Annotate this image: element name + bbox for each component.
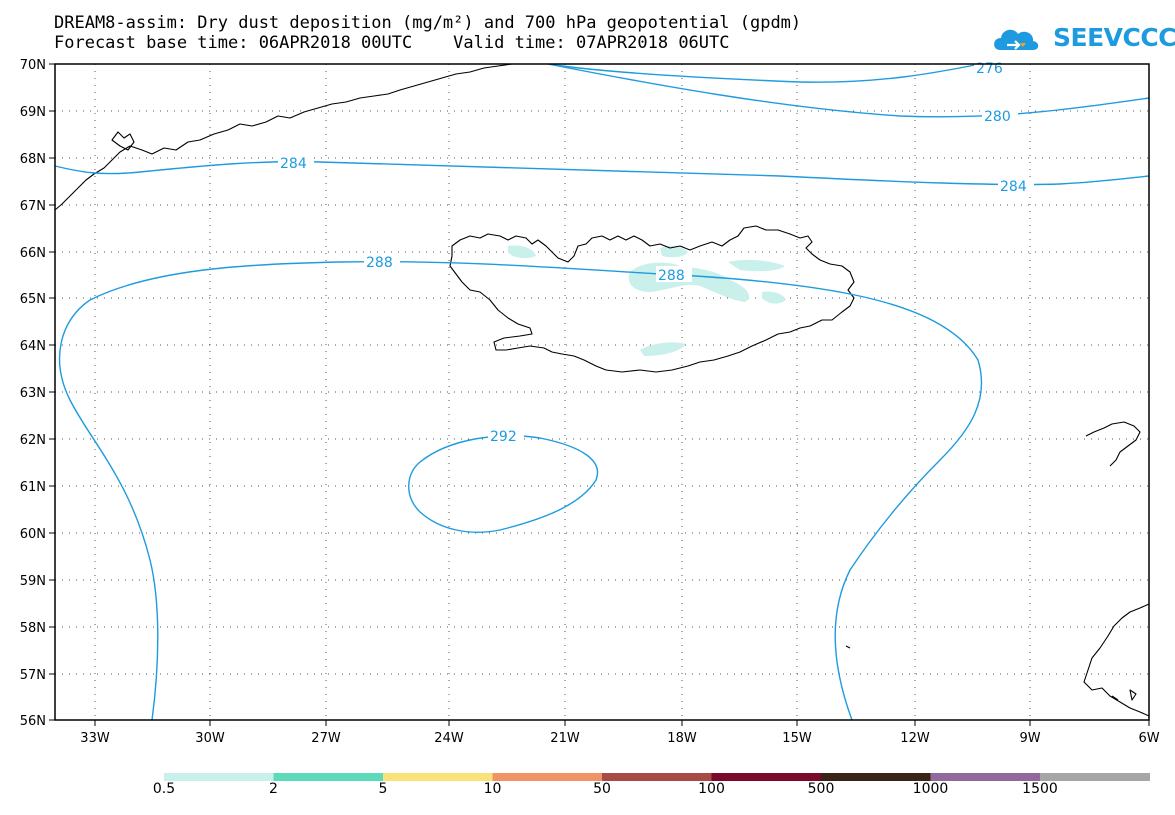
lat-label: 66N [20, 246, 46, 261]
lon-label: 33W [80, 731, 110, 746]
contour-label-280: 280 [984, 109, 1011, 125]
colorbar-label: 100 [698, 781, 725, 797]
lat-label: 64N [20, 339, 46, 354]
colorbar-segment [383, 773, 493, 781]
lon-label: 15W [782, 731, 812, 746]
lat-label: 67N [20, 199, 46, 214]
map-title-line1: DREAM8-assim: Dry dust deposition (mg/m²… [54, 13, 802, 33]
contour-label-284-east: 284 [1000, 179, 1027, 195]
colorbar-segment [273, 773, 384, 781]
lon-label: 18W [667, 731, 697, 746]
coastlines [54, 63, 1150, 717]
lat-label: 56N [20, 714, 46, 729]
colorbar-label: 500 [807, 781, 835, 797]
graticule [55, 64, 1149, 720]
longitude-labels: 33W 30W 27W 24W 21W 18W 15W 12W 9W 6W [80, 731, 1159, 746]
contour-280 [547, 63, 1150, 118]
lat-label: 58N [20, 621, 46, 636]
axis-ticks [49, 63, 1150, 726]
lon-label: 24W [434, 731, 464, 746]
colorbar-segment [711, 773, 822, 781]
latitude-labels: 70N 69N 68N 67N 66N 65N 64N 63N 62N 61N … [20, 58, 46, 729]
lon-label: 21W [550, 731, 580, 746]
dust-deposition-areas [508, 245, 786, 356]
lat-label: 62N [20, 433, 46, 448]
lat-label: 59N [20, 574, 46, 589]
contour-label-288-iceland: 288 [658, 268, 685, 284]
lat-label: 61N [20, 480, 46, 495]
colorbar-label: 5 [378, 781, 388, 797]
colorbar-label: 2 [269, 781, 278, 797]
lon-label: 30W [195, 731, 225, 746]
contour-label-292: 292 [490, 429, 517, 445]
lon-label: 6W [1138, 731, 1159, 746]
lat-label: 57N [20, 668, 46, 683]
colorbar [164, 773, 1150, 781]
colorbar-segment [492, 773, 603, 781]
colorbar-segment [930, 773, 1041, 781]
greenland-coast [54, 63, 513, 211]
contour-label-276: 276 [976, 61, 1003, 77]
cloud-icon [994, 29, 1039, 50]
lon-label: 9W [1019, 731, 1040, 746]
contour-label-288-west: 288 [366, 255, 393, 271]
lat-label: 63N [20, 386, 46, 401]
contour-292 [408, 435, 599, 533]
iceland-coast [449, 225, 855, 373]
contour-288 [58, 260, 983, 721]
lon-label: 12W [900, 731, 930, 746]
colorbar-segment [821, 773, 931, 781]
lat-label: 65N [20, 292, 46, 307]
colorbar-label: 1500 [1022, 781, 1058, 797]
colorbar-segment [602, 773, 712, 781]
scotland-coast [1083, 603, 1150, 717]
contour-276 [547, 63, 981, 83]
lat-label: 69N [20, 105, 46, 120]
lon-label: 27W [311, 731, 341, 746]
map-title-line2: Forecast base time: 06APR2018 00UTC Vali… [54, 33, 730, 53]
logo-text: SEEVCCC [1053, 23, 1175, 52]
colorbar-label: 10 [483, 781, 502, 797]
colorbar-segment [1040, 773, 1150, 781]
lat-label: 60N [20, 527, 46, 542]
lat-label: 70N [20, 58, 46, 73]
contour-284 [54, 160, 1150, 186]
contour-label-284-west: 284 [280, 156, 307, 172]
colorbar-segment [164, 773, 274, 781]
norway-coast [1085, 421, 1141, 467]
colorbar-label: 0.5 [152, 781, 176, 797]
colorbar-label: 1000 [912, 781, 949, 797]
lat-label: 68N [20, 152, 46, 167]
colorbar-label: 50 [593, 781, 611, 797]
